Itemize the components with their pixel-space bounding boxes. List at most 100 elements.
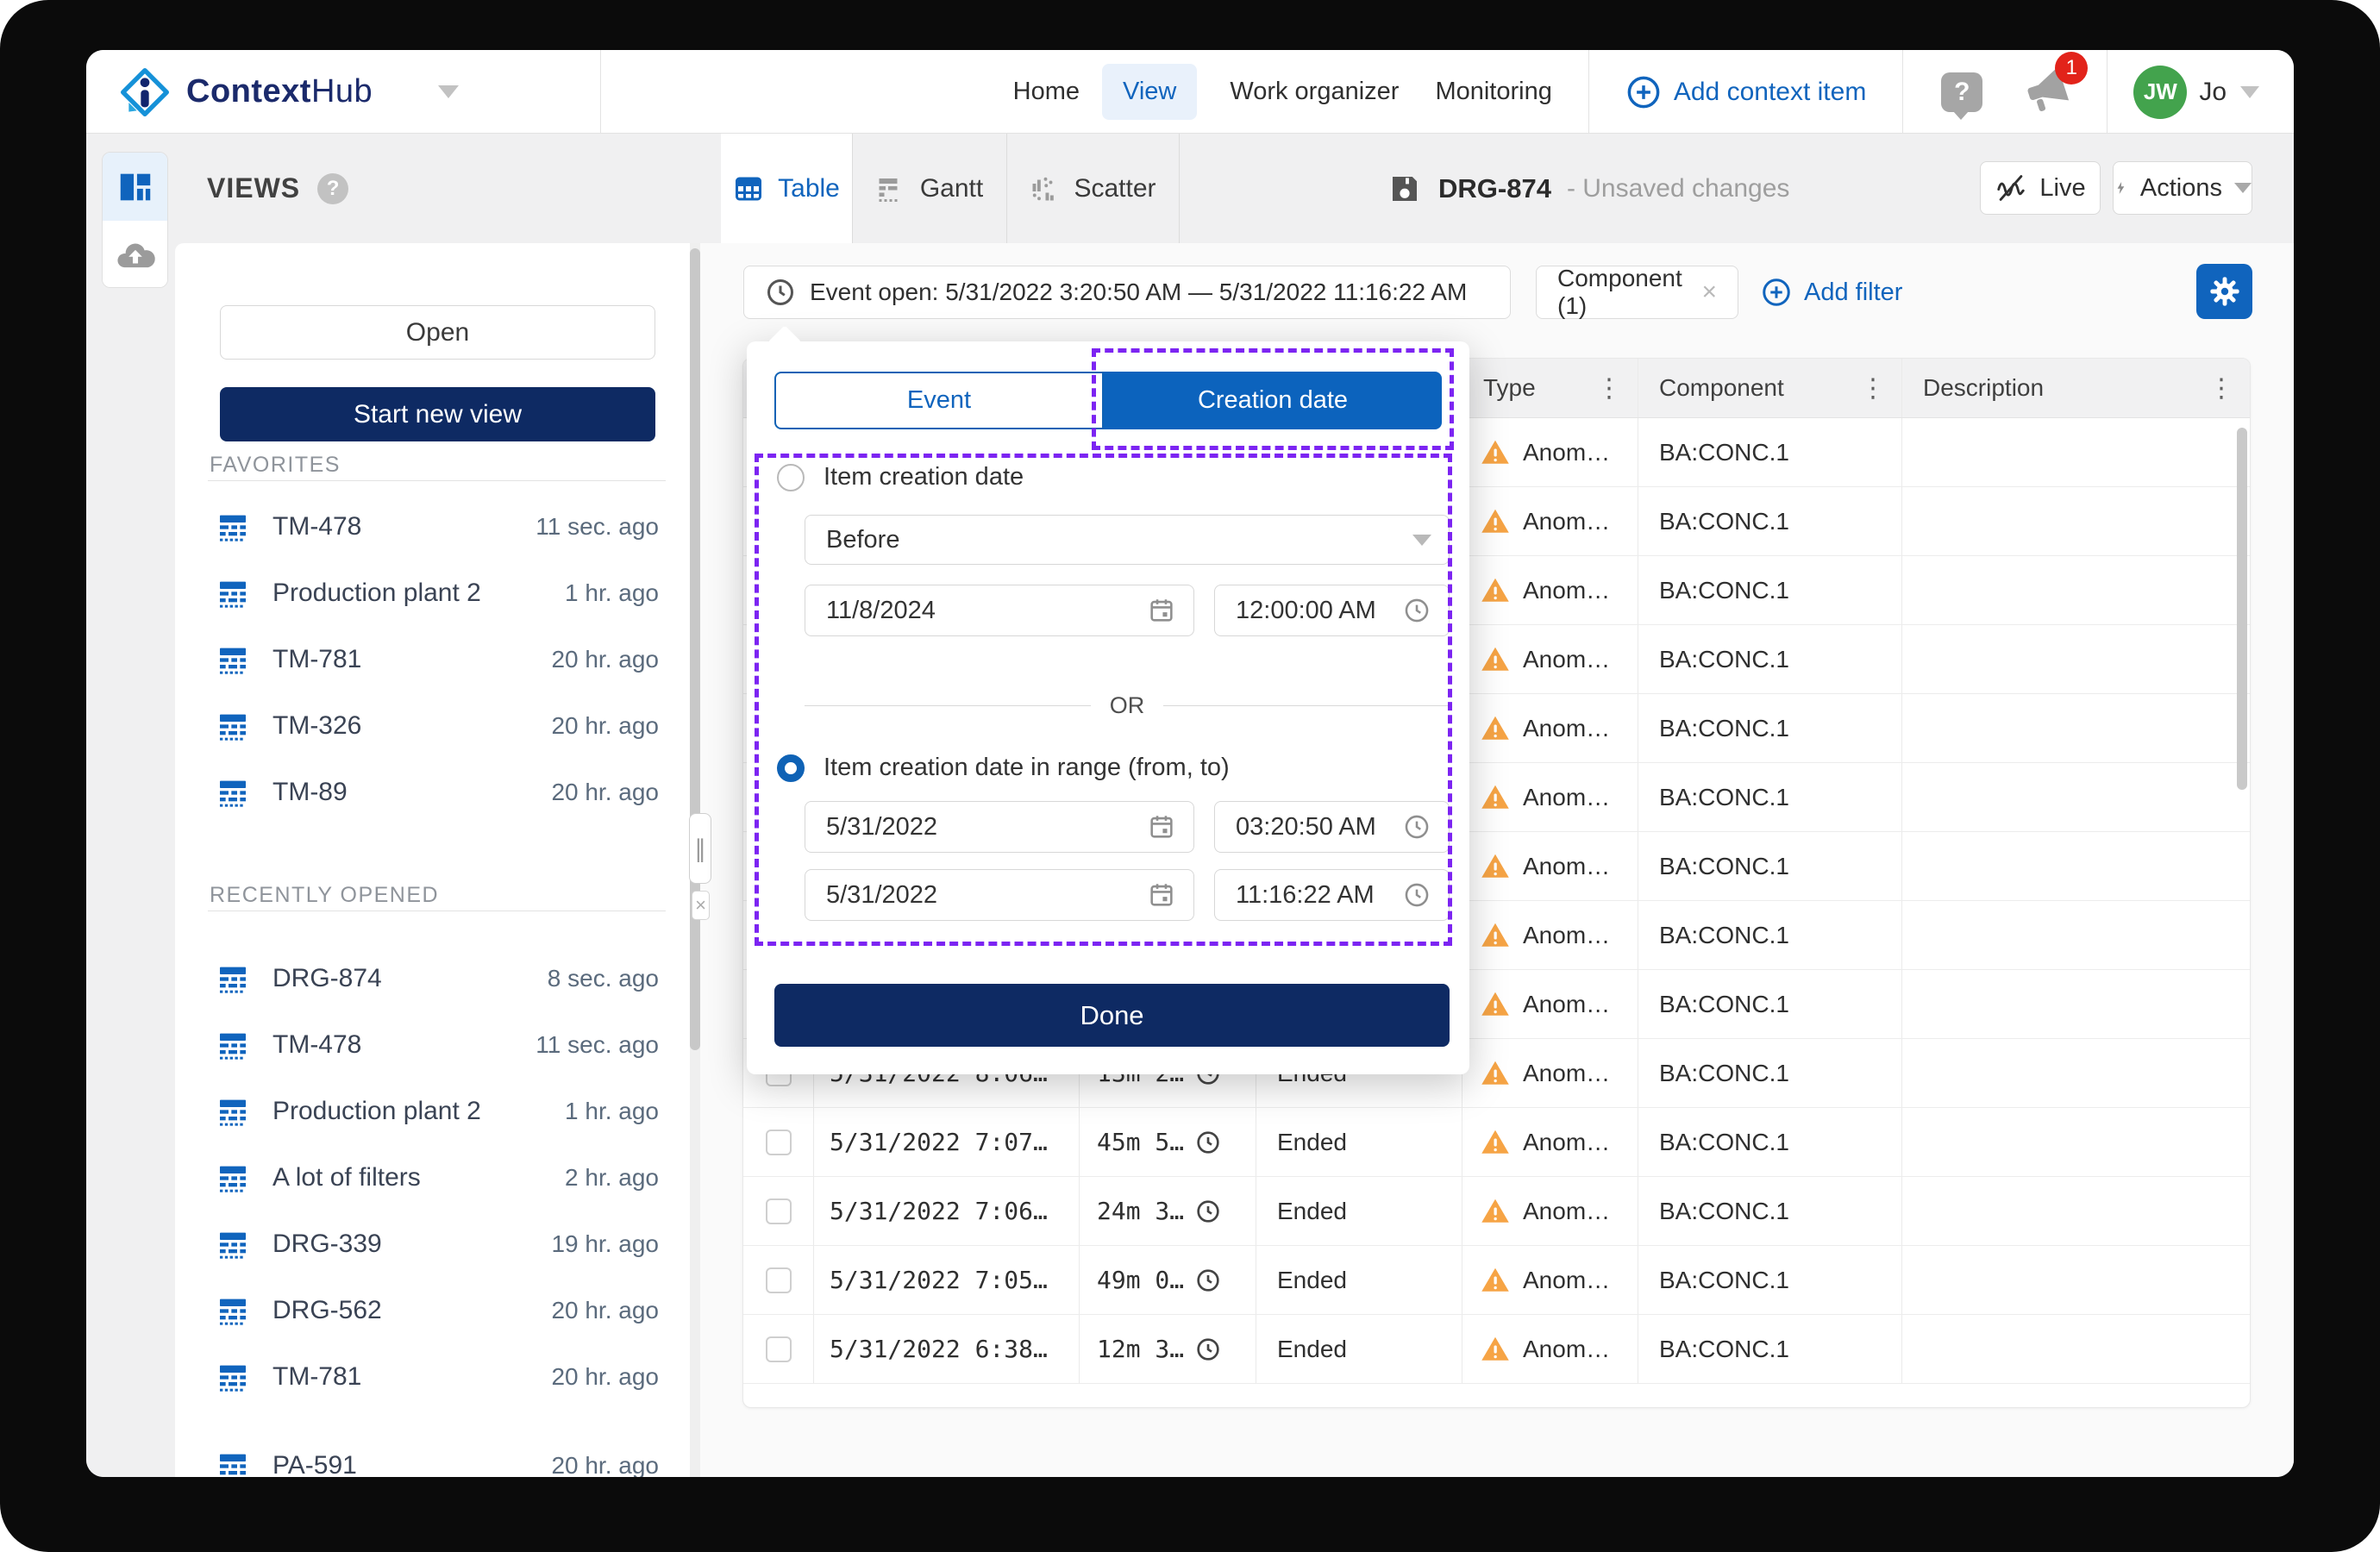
calendar-icon xyxy=(1150,816,1173,838)
table-scrollbar-thumb[interactable] xyxy=(2237,428,2247,790)
user-name[interactable]: Jo xyxy=(2199,77,2227,106)
row-description-cell xyxy=(1902,832,2250,900)
start-new-view-button[interactable]: Start new view xyxy=(220,387,655,441)
table-settings-button[interactable] xyxy=(2196,264,2252,319)
user-avatar[interactable]: JW xyxy=(2133,65,2188,119)
column-menu-icon[interactable]: ⋮ xyxy=(1860,373,1886,403)
row-description-cell xyxy=(1902,970,2250,1038)
row-checkbox[interactable] xyxy=(765,1336,792,1362)
radio-unselected[interactable] xyxy=(777,463,805,491)
sidebar-resize-handle[interactable]: ∥ xyxy=(689,813,711,884)
toolbar-band: VIEWS ? Table Gantt Scatter DRG-874 - U xyxy=(86,134,2294,243)
tab-table[interactable]: Table xyxy=(721,134,852,243)
help-icon[interactable]: ? xyxy=(1941,72,1983,120)
row-component-cell: BA:CONC.1 xyxy=(1638,763,1902,831)
popover-tab-event[interactable]: Event xyxy=(774,372,1104,429)
tab-gantt[interactable]: Gantt xyxy=(852,134,1006,243)
brand-name: ContextHub xyxy=(186,73,373,110)
view-list-item-recent-1[interactable]: TM-478 11 sec. ago xyxy=(175,1011,700,1078)
range-from-time-input[interactable]: 03:20:50 AM xyxy=(1214,801,1450,853)
view-list-item-recent-5[interactable]: DRG-562 20 hr. ago xyxy=(175,1277,700,1343)
row-component-cell: BA:CONC.1 xyxy=(1638,832,1902,900)
event-open-filter-chip[interactable]: Event open: 5/31/2022 3:20:50 AM — 5/31/… xyxy=(743,266,1511,319)
popover-tab-creation-date[interactable]: Creation date xyxy=(1104,372,1442,429)
range-from-date-input[interactable]: 5/31/2022 xyxy=(805,801,1194,853)
done-button[interactable]: Done xyxy=(774,984,1450,1047)
row-checkbox[interactable] xyxy=(765,1198,792,1224)
tab-separator xyxy=(1006,134,1007,243)
contexthub-logo-icon xyxy=(117,65,172,120)
view-list-item-favorite-1[interactable]: Production plant 2 1 hr. ago xyxy=(175,560,700,626)
sidebar-scrollbar-thumb[interactable] xyxy=(690,248,700,1050)
brand-chevron-down-icon[interactable] xyxy=(438,85,460,98)
nav-item-view[interactable]: View xyxy=(1102,64,1198,120)
view-list-item-recent-3[interactable]: A lot of filters 2 hr. ago xyxy=(175,1144,700,1211)
component-filter-chip[interactable]: Component (1) × xyxy=(1536,265,1738,319)
view-last-opened: 19 hr. ago xyxy=(551,1230,659,1257)
views-help-icon[interactable]: ? xyxy=(317,172,349,204)
column-menu-icon[interactable]: ⋮ xyxy=(2208,373,2234,403)
views-title: VIEWS xyxy=(207,172,301,203)
operator-select[interactable]: Before xyxy=(805,515,1450,565)
view-last-opened: 20 hr. ago xyxy=(551,1296,659,1324)
view-name: TM-781 xyxy=(272,644,362,673)
row-type-cell: Anom… xyxy=(1462,1246,1638,1314)
warning-icon xyxy=(1481,440,1509,464)
clock-icon xyxy=(1197,1199,1219,1223)
view-list-item-recent-7[interactable]: PA-591 20 hr. ago xyxy=(175,1432,700,1477)
row-component-cell: BA:CONC.1 xyxy=(1638,1315,1902,1383)
view-list-item-favorite-2[interactable]: TM-781 20 hr. ago xyxy=(175,626,700,692)
view-list-item-favorite-0[interactable]: TM-478 11 sec. ago xyxy=(175,493,700,560)
view-last-opened: 1 hr. ago xyxy=(565,1097,659,1124)
row-checkbox[interactable] xyxy=(765,1129,792,1155)
add-context-item-button[interactable]: Add context item xyxy=(1625,74,1866,110)
range-to-date-input[interactable]: 5/31/2022 xyxy=(805,869,1194,921)
row-description-cell xyxy=(1902,1177,2250,1245)
single-time-input[interactable]: 12:00:00 AM xyxy=(1214,585,1450,636)
header-component-column[interactable]: Component ⋮ xyxy=(1638,359,1902,417)
view-last-opened: 1 hr. ago xyxy=(565,579,659,606)
row-component-cell: BA:CONC.1 xyxy=(1638,418,1902,486)
open-button[interactable]: Open xyxy=(220,305,655,360)
view-name: TM-781 xyxy=(272,1361,362,1391)
single-date-input[interactable]: 11/8/2024 xyxy=(805,585,1194,636)
row-description-cell xyxy=(1902,1246,2250,1314)
view-name: TM-478 xyxy=(272,511,362,541)
rail-views-button[interactable] xyxy=(103,153,167,221)
sidebar-collapse-button[interactable]: × xyxy=(692,891,710,920)
view-list-item-recent-2[interactable]: Production plant 2 1 hr. ago xyxy=(175,1078,700,1144)
view-list-item-favorite-4[interactable]: TM-89 20 hr. ago xyxy=(175,759,700,825)
user-chevron-down-icon[interactable] xyxy=(2240,85,2259,98)
row-component-cell: BA:CONC.1 xyxy=(1638,625,1902,693)
nav-item-work-organizer[interactable]: Work organizer xyxy=(1230,78,1400,105)
save-icon[interactable] xyxy=(1387,171,1423,207)
tab-scatter[interactable]: Scatter xyxy=(1006,134,1179,243)
column-menu-icon[interactable]: ⋮ xyxy=(1596,373,1622,403)
add-filter-button[interactable]: Add filter xyxy=(1761,266,1902,319)
row-date-cell: 5/31/2022 7:05… xyxy=(814,1246,1080,1314)
nav-item-home[interactable]: Home xyxy=(1012,78,1080,105)
row-component-cell: BA:CONC.1 xyxy=(1638,1177,1902,1245)
header-type-column[interactable]: Type ⋮ xyxy=(1462,359,1638,417)
actions-button[interactable]: Actions xyxy=(2113,161,2252,215)
live-button[interactable]: Live xyxy=(1980,161,2101,215)
table-row: 5/31/2022 7:07… 45m 5… Ended Anom… BA:CONC.1 xyxy=(743,1108,2250,1177)
view-list-item-recent-4[interactable]: DRG-339 19 hr. ago xyxy=(175,1211,700,1277)
row-checkbox[interactable] xyxy=(765,1267,792,1293)
view-list-item-recent-6[interactable]: TM-781 20 hr. ago xyxy=(175,1343,700,1410)
plus-circle-icon xyxy=(1627,76,1660,108)
remove-filter-icon[interactable]: × xyxy=(1701,278,1717,306)
view-list-item-favorite-3[interactable]: TM-326 20 hr. ago xyxy=(175,692,700,759)
notifications-button[interactable]: 1 xyxy=(2022,52,2089,118)
brand[interactable]: ContextHub xyxy=(117,50,460,134)
radio-selected[interactable] xyxy=(777,754,805,782)
view-icon xyxy=(220,1454,246,1474)
nav-item-monitoring[interactable]: Monitoring xyxy=(1435,78,1552,105)
range-to-time-input[interactable]: 11:16:22 AM xyxy=(1214,869,1450,921)
rail-upload-button[interactable] xyxy=(103,221,167,287)
view-list-item-recent-0[interactable]: DRG-874 8 sec. ago xyxy=(175,945,700,1011)
row-duration-cell: 49m 0… xyxy=(1080,1246,1256,1314)
nav-divider xyxy=(600,50,601,134)
header-description-column[interactable]: Description ⋮ xyxy=(1923,373,2234,403)
row-type-cell: Anom… xyxy=(1462,970,1638,1038)
